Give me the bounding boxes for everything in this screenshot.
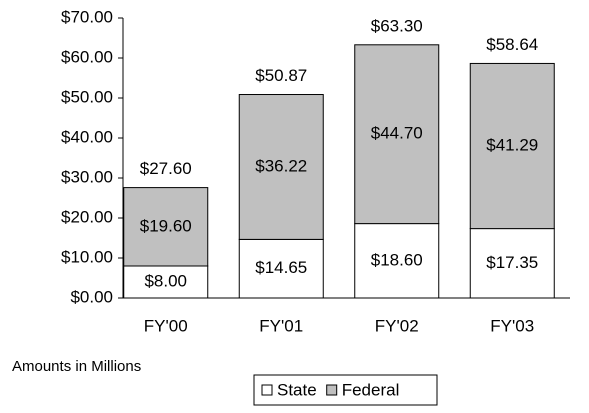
x-tick-label: FY'02 — [375, 316, 419, 335]
x-tick-label: FY'03 — [490, 316, 534, 335]
legend-label: Federal — [342, 380, 400, 399]
data-label: $44.70 — [371, 124, 423, 143]
legend-label: State — [277, 380, 317, 399]
y-tick-label: $0.00 — [70, 287, 113, 306]
data-label: $36.22 — [255, 156, 307, 175]
y-tick-label: $40.00 — [61, 127, 113, 146]
annotation: Amounts in Millions — [12, 358, 141, 375]
y-tick-label: $50.00 — [61, 87, 113, 106]
x-tick-label: FY'01 — [259, 316, 303, 335]
total-label: $63.30 — [371, 16, 423, 35]
bar-segment — [123, 265, 209, 299]
legend-swatch — [326, 384, 338, 396]
data-label: $18.60 — [371, 250, 423, 269]
total-label: $58.64 — [486, 35, 538, 54]
legend-swatch — [261, 384, 273, 396]
y-tick-label: $70.00 — [61, 7, 113, 26]
y-tick-label: $30.00 — [61, 167, 113, 186]
data-label: $17.35 — [486, 253, 538, 272]
total-label: $27.60 — [140, 159, 192, 178]
data-label: $19.60 — [140, 216, 192, 235]
total-label: $50.87 — [255, 66, 307, 85]
data-label: $41.29 — [486, 136, 538, 155]
y-tick-label: $20.00 — [61, 207, 113, 226]
bar-segment — [354, 44, 440, 225]
legend-box — [253, 374, 438, 406]
y-tick-label: $10.00 — [61, 247, 113, 266]
bar-segment — [238, 94, 324, 240]
y-tick-label: $60.00 — [61, 47, 113, 66]
bar-segment — [123, 187, 209, 267]
x-tick-label: FY'00 — [144, 316, 188, 335]
bar-segment — [469, 62, 555, 230]
data-label: $14.65 — [255, 258, 307, 277]
data-label: $8.00 — [144, 271, 187, 290]
